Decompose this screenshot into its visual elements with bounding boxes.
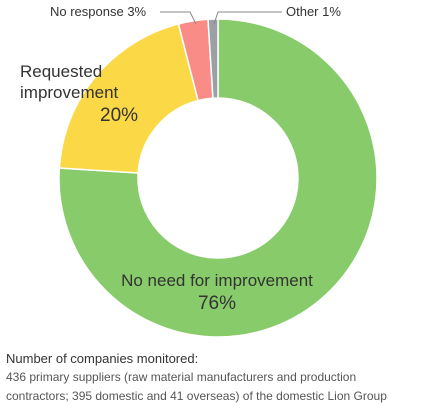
no-need-label: No need for improvement: [121, 271, 313, 290]
other-leader-line: [213, 11, 282, 25]
requested-improvement-label-line2: improvement: [20, 83, 119, 102]
slice-other: [207, 18, 219, 99]
donut-chart: No response 3% Other 1% Requested improv…: [20, 4, 378, 338]
slice-requested-improvement: [58, 23, 200, 174]
monitoring-note: Number of companies monitored: 436 prima…: [6, 350, 430, 406]
other-label: Other 1%: [286, 4, 341, 19]
note-line-1: 436 primary suppliers (raw material manu…: [6, 370, 357, 384]
no-response-leader-line: [160, 11, 197, 25]
donut-slices: [58, 18, 378, 338]
slice-no-need-for-improvement: [58, 18, 378, 338]
note-line-2: contractors; 395 domestic and 41 oversea…: [6, 389, 387, 403]
no-response-label: No response 3%: [50, 4, 147, 19]
requested-improvement-label-line1: Requested: [20, 62, 102, 81]
no-need-value: 76%: [198, 293, 236, 314]
note-title: Number of companies monitored:: [6, 351, 199, 366]
requested-improvement-value: 20%: [100, 105, 138, 126]
